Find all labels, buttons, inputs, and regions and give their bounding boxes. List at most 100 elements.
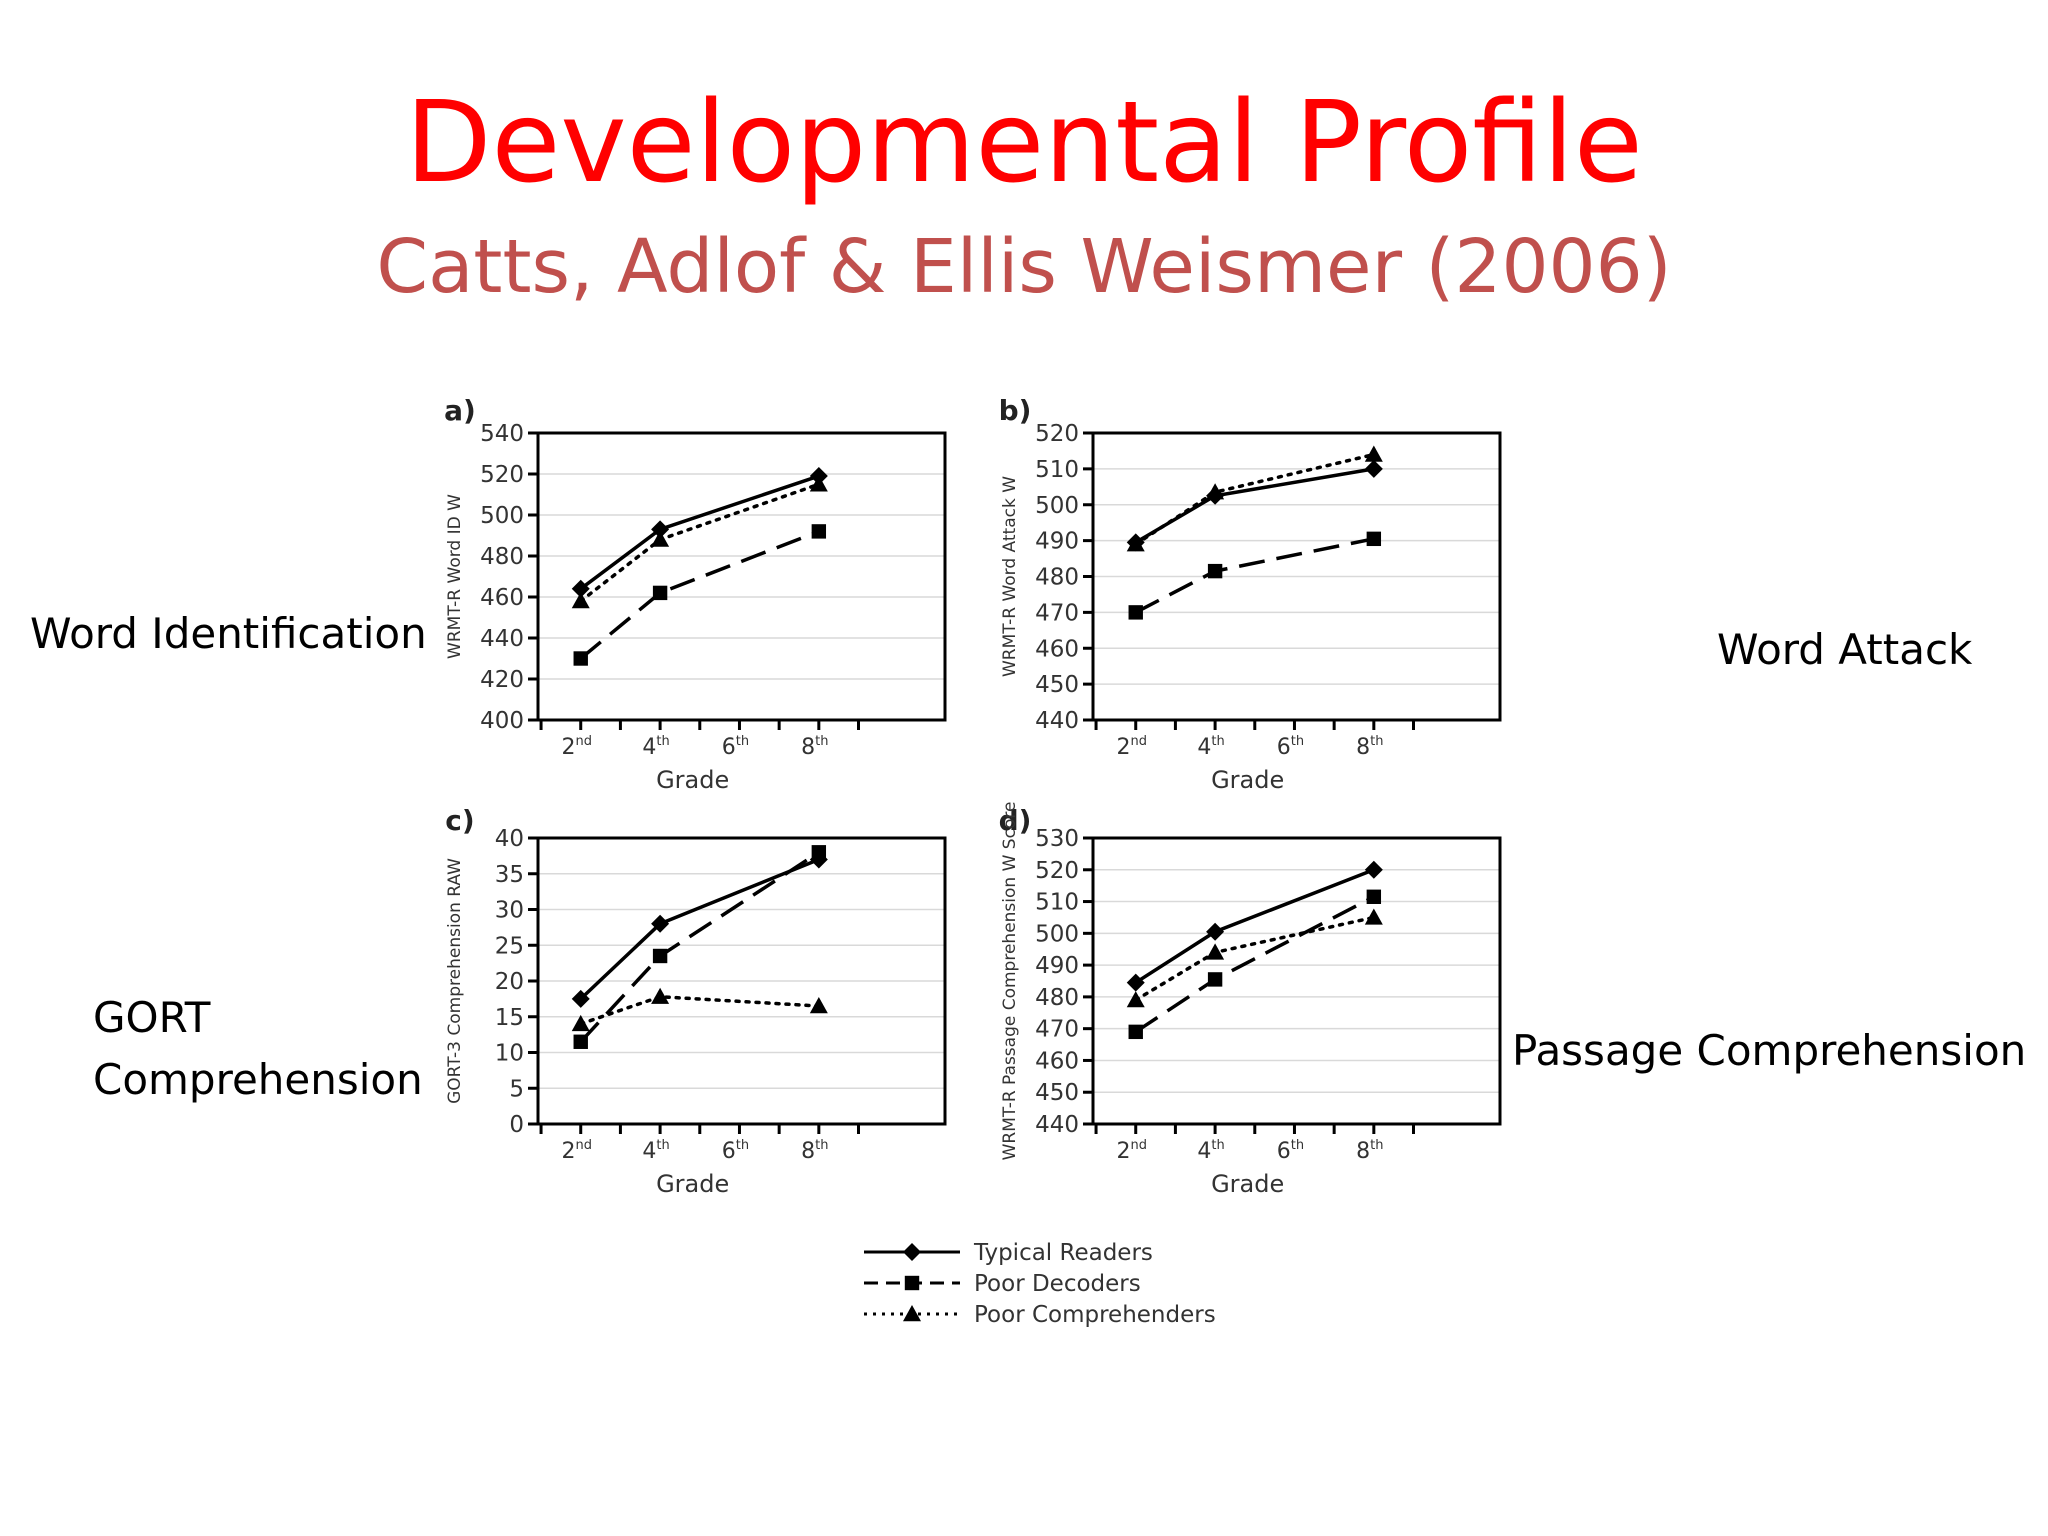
y-tick-label: 0 bbox=[509, 1112, 524, 1138]
y-tick-label: 500 bbox=[1035, 921, 1079, 947]
y-tick-label: 520 bbox=[480, 462, 524, 488]
y-tick-label: 530 bbox=[1035, 826, 1079, 852]
series-line bbox=[579, 474, 820, 591]
data-point bbox=[651, 520, 670, 539]
data-point bbox=[811, 524, 827, 539]
y-tick-label: 460 bbox=[480, 585, 524, 611]
x-tick-label: 8th bbox=[1356, 1138, 1383, 1164]
y-tick-label: 510 bbox=[1035, 457, 1079, 483]
data-point bbox=[1126, 991, 1145, 1008]
data-point bbox=[1126, 535, 1145, 552]
data-point bbox=[652, 585, 668, 601]
x-axis-label: Grade bbox=[1211, 766, 1284, 794]
data-point bbox=[1364, 445, 1383, 462]
y-tick-label: 440 bbox=[1035, 1112, 1079, 1138]
series-line bbox=[579, 529, 820, 660]
data-point bbox=[571, 1014, 590, 1032]
data-point bbox=[809, 475, 828, 492]
panel-letter: a) bbox=[444, 394, 476, 427]
x-tick-label: 6th bbox=[1277, 734, 1304, 760]
legend-marker bbox=[904, 1275, 920, 1291]
data-point bbox=[571, 989, 590, 1008]
series-line bbox=[578, 482, 821, 603]
legend-label: Poor Decoders bbox=[974, 1271, 1141, 1297]
y-tick-label: 490 bbox=[1035, 953, 1079, 979]
slide-title: Developmental Profile bbox=[405, 78, 1643, 208]
data-point bbox=[573, 651, 588, 666]
x-tick-label: 4th bbox=[1197, 1138, 1224, 1164]
slide-subtitle: Catts, Adlof & Ellis Weismer (2006) bbox=[376, 224, 1672, 310]
data-point bbox=[811, 845, 827, 860]
y-tick-label: 420 bbox=[480, 667, 524, 693]
data-point bbox=[1207, 972, 1223, 987]
plot-frame bbox=[1091, 836, 1502, 1126]
data-point bbox=[1364, 860, 1383, 879]
gort-comprehension-label: GORT Comprehension bbox=[93, 987, 423, 1111]
y-tick-label: 520 bbox=[1035, 421, 1079, 447]
y-tick-label: 10 bbox=[495, 1041, 524, 1067]
x-tick-label: 8th bbox=[801, 734, 828, 760]
y-tick-label: 500 bbox=[1035, 493, 1079, 519]
x-tick-label: 6th bbox=[1277, 1138, 1304, 1164]
data-point bbox=[571, 579, 590, 598]
data-point bbox=[1206, 943, 1225, 960]
series-line bbox=[1134, 537, 1375, 614]
y-tick-label: 440 bbox=[480, 626, 524, 652]
y-tick-label: 470 bbox=[1035, 1017, 1079, 1043]
gort-label-line2: Comprehension bbox=[93, 1055, 423, 1104]
y-axis-label: WRMT-R Word Attack W bbox=[1000, 476, 1020, 677]
plot-frame bbox=[536, 431, 947, 722]
x-tick-label: 2nd bbox=[561, 1138, 592, 1164]
x-tick-label: 6th bbox=[722, 734, 749, 760]
x-axis-label: Grade bbox=[656, 766, 729, 794]
data-point bbox=[1206, 922, 1225, 941]
data-point bbox=[1206, 483, 1225, 500]
data-point bbox=[1364, 459, 1383, 478]
data-point bbox=[573, 1034, 588, 1049]
panel-letter: c) bbox=[445, 804, 474, 837]
y-tick-label: 25 bbox=[495, 933, 524, 959]
data-point bbox=[1126, 973, 1145, 992]
data-point bbox=[571, 592, 590, 609]
word-identification-label: Word Identification bbox=[30, 609, 427, 658]
legend-label: Poor Comprehenders bbox=[974, 1302, 1216, 1328]
y-tick-label: 5 bbox=[509, 1076, 524, 1102]
x-tick-label: 4th bbox=[642, 1138, 669, 1164]
y-tick-label: 470 bbox=[1035, 600, 1079, 626]
x-axis-label: Grade bbox=[1211, 1170, 1284, 1198]
y-tick-label: 520 bbox=[1035, 858, 1079, 884]
y-tick-label: 400 bbox=[480, 708, 524, 734]
x-axis-label: Grade bbox=[656, 1170, 729, 1198]
x-tick-label: 4th bbox=[1197, 734, 1224, 760]
data-point bbox=[809, 997, 828, 1014]
x-tick-label: 8th bbox=[801, 1138, 828, 1164]
x-tick-label: 2nd bbox=[1116, 1138, 1147, 1164]
passage-comprehension-label: Passage Comprehension bbox=[1512, 1026, 2027, 1075]
y-tick-label: 490 bbox=[1035, 529, 1079, 555]
series-line bbox=[1133, 452, 1376, 546]
y-tick-label: 540 bbox=[480, 421, 524, 447]
y-axis-label: GORT-3 Comprehension RAW bbox=[445, 858, 465, 1104]
data-point bbox=[1366, 889, 1382, 904]
x-tick-label: 2nd bbox=[561, 734, 592, 760]
y-tick-label: 450 bbox=[1035, 1080, 1079, 1106]
data-point bbox=[652, 948, 668, 964]
y-axis-label: WRMT-R Word ID W bbox=[445, 494, 465, 659]
panel-letter: d) bbox=[999, 804, 1032, 837]
data-point bbox=[1128, 605, 1143, 620]
y-tick-label: 480 bbox=[480, 544, 524, 570]
x-tick-label: 4th bbox=[642, 734, 669, 760]
data-point bbox=[1207, 563, 1223, 579]
y-tick-label: 30 bbox=[495, 898, 524, 924]
y-tick-label: 510 bbox=[1035, 890, 1079, 916]
data-point bbox=[651, 914, 670, 933]
plot-frame bbox=[536, 836, 947, 1126]
y-tick-label: 40 bbox=[495, 826, 524, 852]
data-point bbox=[651, 530, 670, 547]
legend-marker bbox=[903, 1243, 921, 1261]
x-tick-label: 2nd bbox=[1116, 734, 1147, 760]
y-tick-label: 460 bbox=[1035, 636, 1079, 662]
legend-label: Typical Readers bbox=[973, 1240, 1153, 1266]
y-axis-label: WRMT-R Passage Comprehension W Score bbox=[1000, 802, 1020, 1161]
